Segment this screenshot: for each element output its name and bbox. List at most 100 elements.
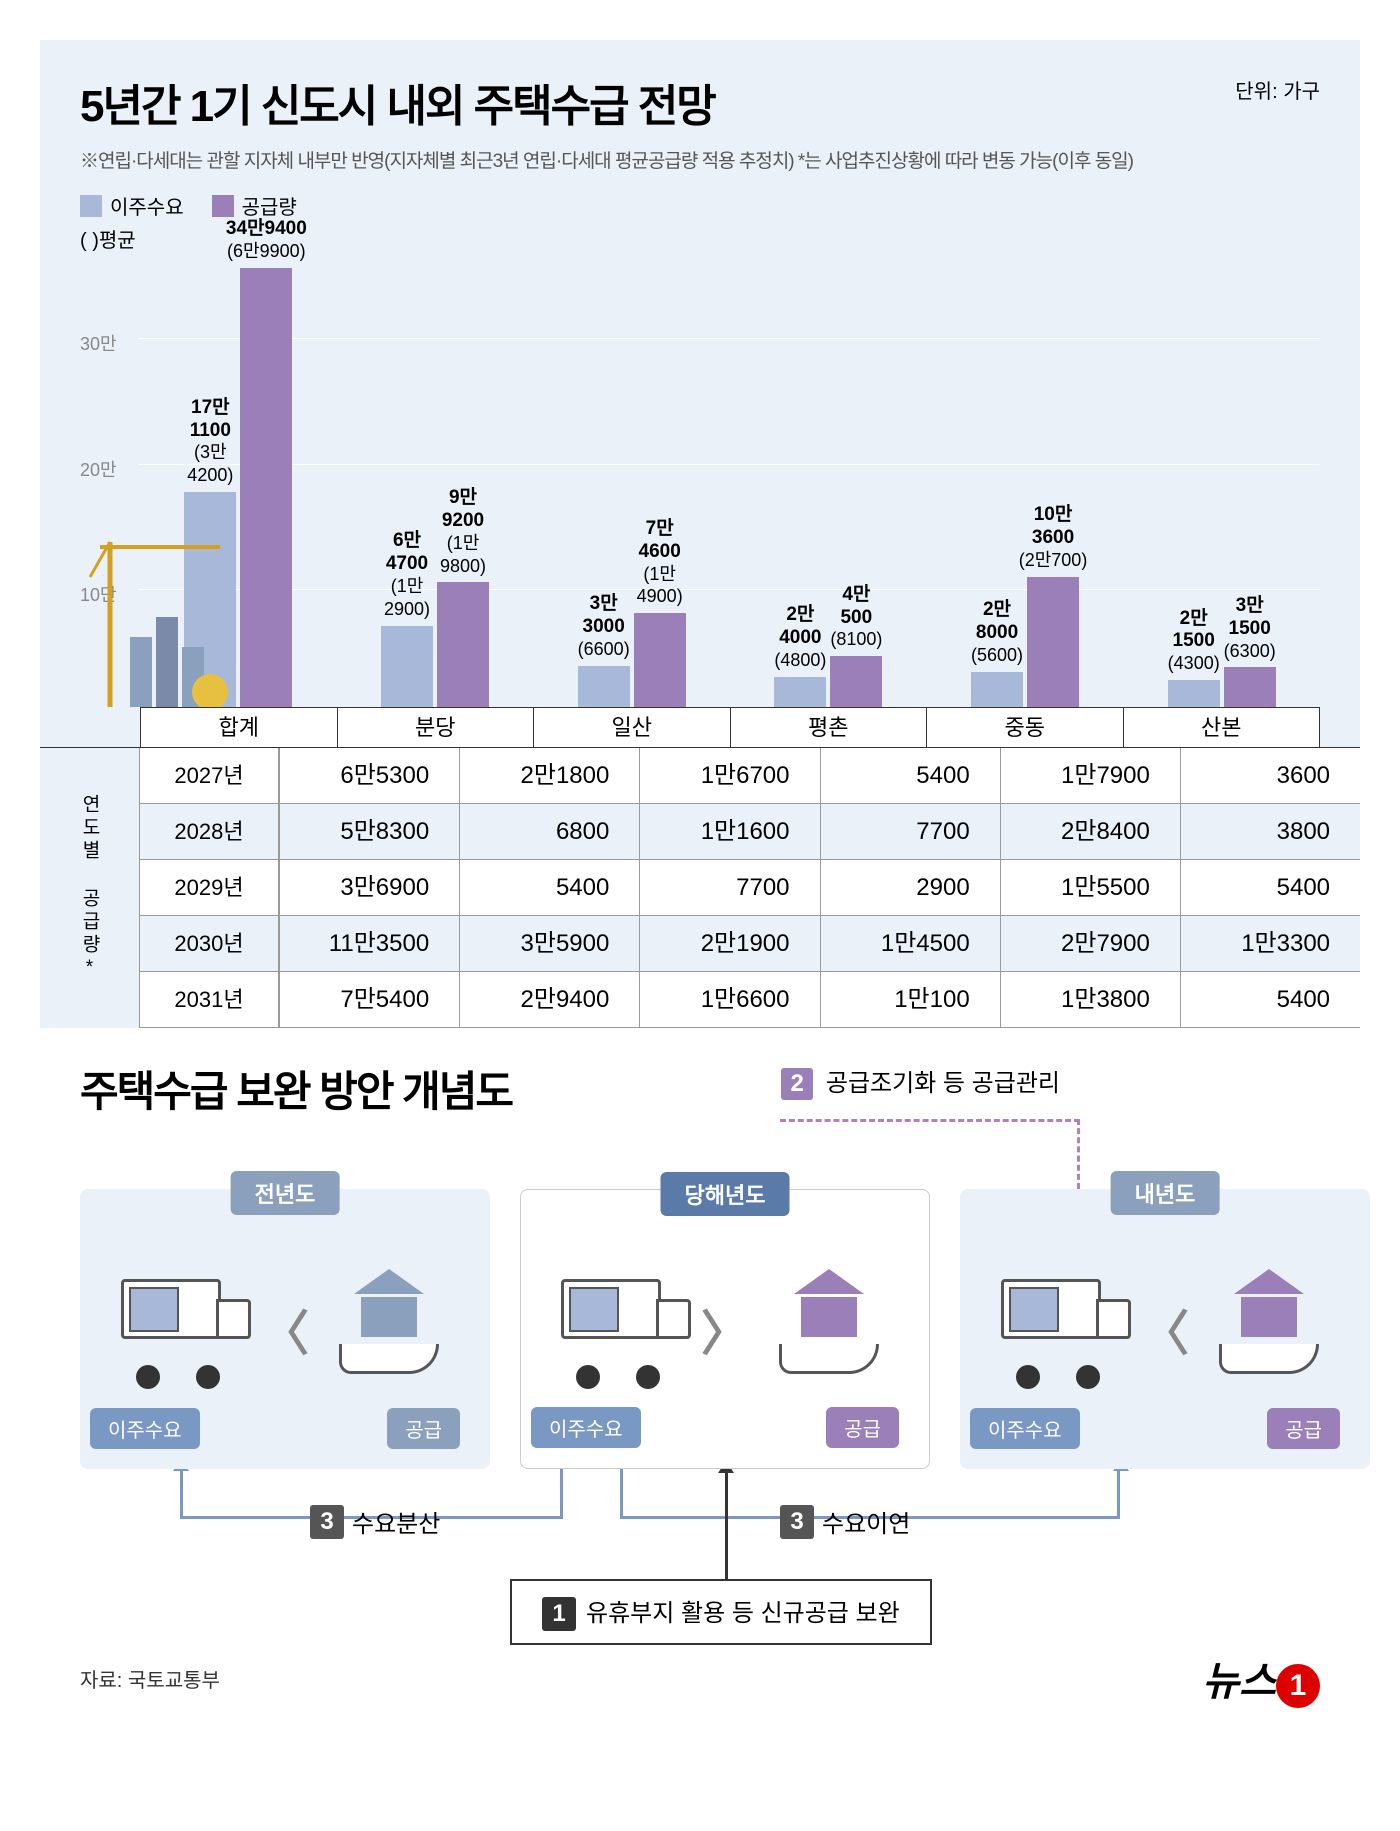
arrow-step1 <box>725 1469 728 1579</box>
step3a-tag: 3 수요분산 <box>310 1504 440 1539</box>
y-tick: 20만 <box>80 456 117 482</box>
year-box: 내년도이주수요〈공급 <box>960 1189 1370 1469</box>
table-cell: 1만7900 <box>1001 748 1181 803</box>
table-year: 2030년 <box>140 916 279 971</box>
table-cell: 5400 <box>1181 972 1360 1027</box>
table-cell: 1만6600 <box>640 972 820 1027</box>
year-tab: 전년도 <box>231 1171 340 1215</box>
step1-box: 1유휴부지 활용 등 신규공급 보완 <box>510 1579 932 1645</box>
footnote: ※연립·다세대는 관할 지자체 내부만 반영(지자체별 최근3년 연립·다세대 … <box>40 134 1360 173</box>
table-cell: 3600 <box>1181 748 1360 803</box>
house-hand-icon <box>769 1279 889 1379</box>
step3b-num: 3 <box>780 1505 814 1539</box>
unit-label: 단위: 가구 <box>1235 75 1320 104</box>
legend-supply-swatch <box>212 195 234 217</box>
table-year: 2028년 <box>140 804 279 859</box>
demand-block: 이주수요 <box>561 1279 681 1379</box>
concept-title: 주택수급 보완 방안 개념도 <box>80 1058 1320 1119</box>
table-row: 11만35003만59002만19001만45002만79001만3300 <box>280 916 1360 972</box>
table-row: 6만53002만18001만670054001만79003600 <box>280 748 1360 804</box>
bar-label: 9만9200(1만9800) <box>440 487 486 578</box>
supply-block: 공급 <box>1209 1279 1329 1379</box>
truck-icon <box>121 1279 241 1379</box>
supply-pill: 공급 <box>387 1408 460 1449</box>
category-label: 분당 <box>338 707 535 747</box>
table-side-label: 연도별 공급량* <box>40 748 140 1028</box>
yearly-table: 연도별 공급량* 2027년2028년2029년2030년2031년 6만530… <box>40 747 1360 1028</box>
table-row: 2028년 <box>140 804 280 860</box>
step1-num: 1 <box>542 1597 576 1631</box>
year-inner: 이주수요〈공급 <box>960 1189 1370 1469</box>
house-hand-icon <box>1209 1279 1329 1379</box>
category-label: 산본 <box>1124 707 1321 747</box>
category-label: 중동 <box>927 707 1124 747</box>
table-cell: 1만1600 <box>640 804 820 859</box>
table-year: 2027년 <box>140 748 279 803</box>
table-cell: 11만3500 <box>280 916 460 971</box>
table-row: 2027년 <box>140 748 280 804</box>
section-concept: 주택수급 보완 방안 개념도 2 공급조기화 등 공급관리 3 수요분산 3 수… <box>40 1028 1360 1629</box>
bar-label: 7만4600(1만4900) <box>637 518 683 609</box>
arrow-3a-r <box>560 1469 563 1519</box>
bar: 4만500(8100) <box>830 656 882 707</box>
bar-label: 2만8000(5600) <box>971 599 1023 667</box>
table-cell: 7700 <box>821 804 1001 859</box>
table-cell: 2만7900 <box>1001 916 1181 971</box>
bar-label: 3만1500(6300) <box>1224 595 1276 663</box>
demand-block: 이주수요 <box>1001 1279 1121 1379</box>
arrow-3b-l <box>620 1469 623 1519</box>
infographic-root: 5년간 1기 신도시 내외 주택수급 전망 단위: 가구 ※연립·다세대는 관할… <box>0 0 1400 1768</box>
crane-icon <box>80 527 240 707</box>
bar-label: 2만1500(4300) <box>1168 608 1220 676</box>
concept-diagram: 3 수요분산 3 수요이연 1유휴부지 활용 등 신규공급 보완 전년도이주수요… <box>80 1149 1320 1629</box>
truck-icon <box>561 1279 681 1379</box>
category-axis: 합계분당일산평촌중동산본 <box>140 707 1320 747</box>
section-forecast: 5년간 1기 신도시 내외 주택수급 전망 단위: 가구 ※연립·다세대는 관할… <box>40 40 1360 1028</box>
table-row: 2029년 <box>140 860 280 916</box>
legend-demand-swatch <box>80 195 102 217</box>
bar: 7만4600(1만4900) <box>634 613 686 707</box>
table-body: 6만53002만18001만670054001만790036005만830068… <box>280 748 1360 1028</box>
compare-icon: 〈 <box>261 1294 309 1364</box>
main-title: 5년간 1기 신도시 내외 주택수급 전망 <box>40 70 1360 134</box>
bars-container: 17만1100(3만4200)34만9400(6만9900) 6만4700(1만2… <box>140 267 1320 707</box>
step2-tag: 2 공급조기화 등 공급관리 <box>781 1063 1060 1100</box>
category-label: 평촌 <box>731 707 928 747</box>
bar-label: 34만9400(6만9900) <box>226 218 307 264</box>
bar-label: 6만4700(1만2900) <box>384 530 430 621</box>
table-cell: 2만8400 <box>1001 804 1181 859</box>
house-hand-icon <box>329 1279 449 1379</box>
table-cell: 5400 <box>821 748 1001 803</box>
table-cell: 1만100 <box>821 972 1001 1027</box>
truck-icon <box>1001 1279 1121 1379</box>
legend-supply-label: 공급량 <box>242 191 297 220</box>
y-tick: 30만 <box>80 330 117 356</box>
bar: 2만8000(5600) <box>971 672 1023 707</box>
footer: 자료: 국토교통부 뉴스1 <box>40 1629 1360 1738</box>
table-cell: 7만5400 <box>280 972 460 1027</box>
table-cell: 5400 <box>1181 860 1360 915</box>
compare-icon: 〉 <box>701 1294 749 1364</box>
arrow-step2 <box>780 1119 1080 1189</box>
legend: 이주수요 공급량 <box>40 173 1360 220</box>
bar-label: 10만3600(2만700) <box>1019 504 1088 572</box>
table-year: 2031년 <box>140 972 279 1027</box>
table-row: 3만69005400770029001만55005400 <box>280 860 1360 916</box>
bar-group: 6만4700(1만2900)9만9200(1만9800) <box>337 267 534 707</box>
bar-label: 17만1100(3만4200) <box>187 397 233 488</box>
step2-num: 2 <box>781 1068 813 1100</box>
category-label: 일산 <box>534 707 731 747</box>
source-label: 자료: 국토교통부 <box>80 1664 220 1693</box>
table-cell: 2만1800 <box>460 748 640 803</box>
table-row: 7만54002만94001만66001만1001만38005400 <box>280 972 1360 1028</box>
year-inner: 이주수요〉공급 <box>521 1190 929 1468</box>
supply-pill: 공급 <box>1267 1408 1340 1449</box>
table-cell: 1만4500 <box>821 916 1001 971</box>
table-years-col: 2027년2028년2029년2030년2031년 <box>140 748 280 1028</box>
year-box: 전년도이주수요〈공급 <box>80 1189 490 1469</box>
table-cell: 6만5300 <box>280 748 460 803</box>
table-cell: 2만9400 <box>460 972 640 1027</box>
bar-group: 2만8000(5600) 10만3600(2만700) <box>927 267 1124 707</box>
bar: 34만9400(6만9900) <box>240 268 292 707</box>
news-logo: 뉴스1 <box>1202 1649 1320 1708</box>
